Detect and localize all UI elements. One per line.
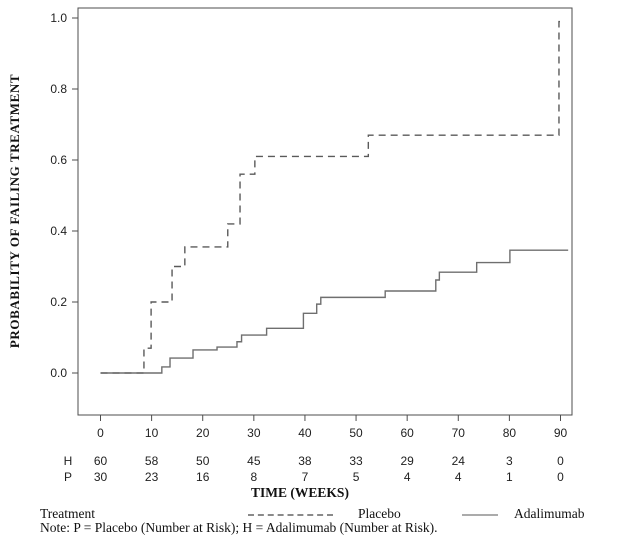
series-placebo [100,20,560,374]
legend-item-adalimumab: Adalimumab [514,506,585,521]
risk-value: 1 [506,470,513,484]
y-tick-label: 0.8 [50,82,67,96]
risk-value: 4 [455,470,462,484]
risk-value: 29 [400,454,414,468]
adalimumab-solid-line-sample [462,514,498,516]
risk-value: 8 [250,470,257,484]
x-axis-label: TIME (WEEKS) [251,485,349,500]
y-tick-label: 0.0 [50,366,67,380]
risk-value: 4 [404,470,411,484]
plot-box [77,7,573,416]
y-tick-label: 1.0 [50,11,67,25]
note-text: Note: P = Placebo (Number at Risk); H = … [40,520,438,535]
risk-value: 33 [349,454,363,468]
risk-value: 24 [452,454,466,468]
risk-value: 50 [196,454,210,468]
x-tick-label: 0 [97,426,104,440]
x-tick-label: 40 [298,426,312,440]
x-tick-label: 20 [196,426,210,440]
legend-title: Treatment [40,506,95,521]
x-tick-label: 90 [554,426,568,440]
legend-item-placebo: Placebo [358,506,401,521]
y-axis-label: PROBABILITY OF FAILING TREATMENT [7,73,22,349]
risk-value: 45 [247,454,261,468]
x-tick-label: 10 [145,426,159,440]
risk-row-label: P [64,470,72,484]
risk-value: 16 [196,470,210,484]
risk-value: 30 [94,470,108,484]
risk-row-label: H [64,454,73,468]
risk-value: 0 [557,454,564,468]
risk-value: 38 [298,454,312,468]
km-chart-canvas: 0 10 20 30 40 50 60 70 80 900.00.20.40.60.81.0H 60… [50,7,573,484]
risk-value: 7 [302,470,309,484]
risk-value: 23 [145,470,159,484]
risk-value: 0 [557,470,564,484]
x-tick-label: 60 [400,426,414,440]
y-tick-label: 0.6 [50,153,67,167]
risk-value: 60 [94,454,108,468]
x-tick-label: 70 [452,426,466,440]
risk-value: 5 [353,470,360,484]
y-tick-label: 0.4 [50,224,67,238]
x-tick-label: 30 [247,426,261,440]
risk-value: 3 [506,454,513,468]
placebo-dash-line-sample [248,514,333,516]
y-tick-label: 0.2 [50,295,67,309]
risk-value: 58 [145,454,159,468]
x-tick-label: 80 [503,426,517,440]
series-adalimumab [100,249,569,374]
x-tick-label: 50 [349,426,363,440]
